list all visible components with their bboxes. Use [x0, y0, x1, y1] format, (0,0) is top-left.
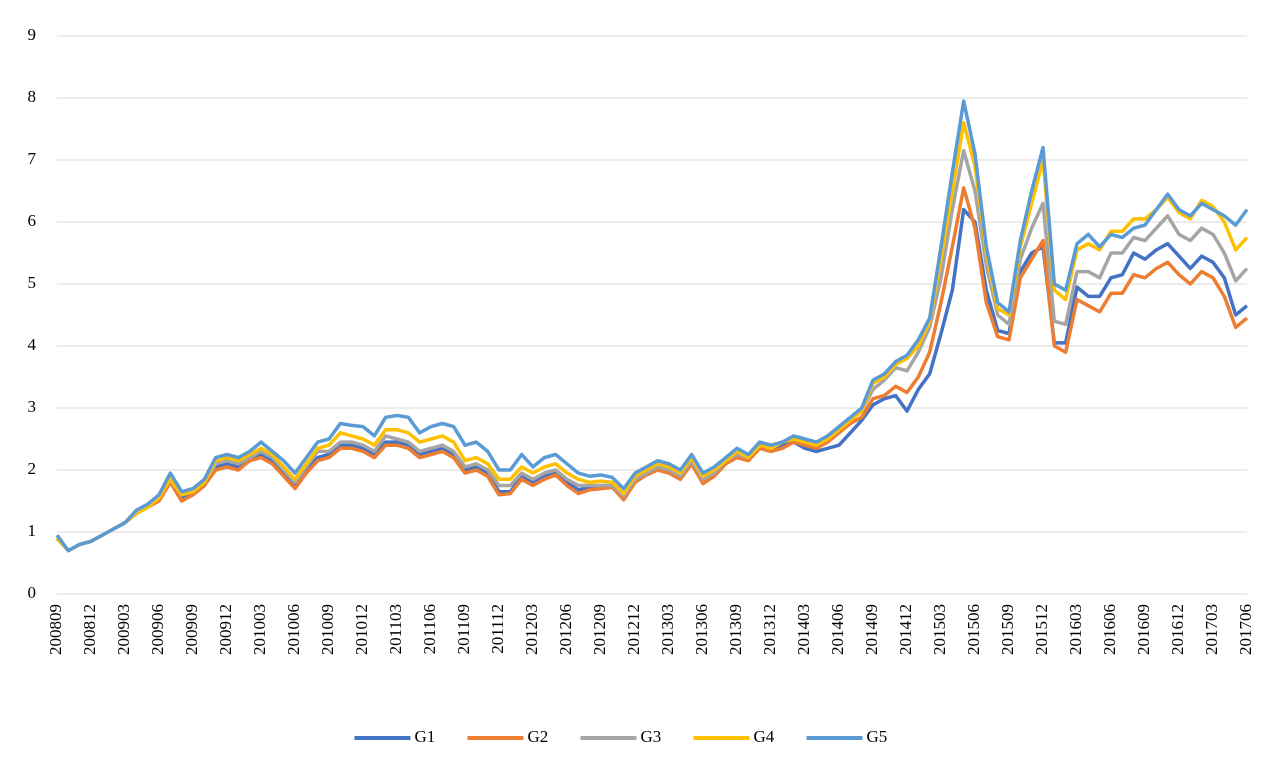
- x-tick-label: 201306: [692, 604, 711, 655]
- x-tick-label: 201009: [318, 604, 337, 655]
- x-tick-label: 201206: [556, 604, 575, 655]
- legend-label: G5: [867, 727, 888, 746]
- legend-label: G4: [754, 727, 775, 746]
- x-tick-label: 200812: [80, 604, 99, 655]
- x-tick-label: 200906: [148, 604, 167, 655]
- series-line: [55, 99, 1249, 553]
- x-tick-label: 201609: [1134, 604, 1153, 655]
- x-tick-label: 200909: [182, 604, 201, 655]
- x-tick-label: 201003: [250, 604, 269, 655]
- x-tick-label: 201512: [1032, 604, 1051, 655]
- x-tick-label: 201312: [760, 604, 779, 655]
- x-tick-label: 201012: [352, 604, 371, 655]
- x-tick-label: 200912: [216, 604, 235, 655]
- x-tick-label: 201506: [964, 604, 983, 655]
- y-tick-label: 9: [28, 25, 37, 44]
- y-tick-label: 3: [28, 397, 37, 416]
- x-tick-label: 201212: [624, 604, 643, 655]
- y-tick-label: 2: [28, 459, 37, 478]
- x-tick-label: 200903: [114, 604, 133, 655]
- series-line: [55, 207, 1249, 553]
- x-tick-label: 201209: [590, 604, 609, 655]
- series-line: [55, 186, 1249, 553]
- x-tick-label: 201203: [522, 604, 541, 655]
- x-tick-label: 201303: [658, 604, 677, 655]
- x-tick-label: 201403: [794, 604, 813, 655]
- x-tick-label: 201409: [862, 604, 881, 655]
- x-tick-label: 201406: [828, 604, 847, 655]
- x-tick-label: 201109: [454, 604, 473, 654]
- legend-label: G3: [641, 727, 662, 746]
- x-tick-label: 201103: [386, 604, 405, 654]
- x-tick-label: 201309: [726, 604, 745, 655]
- y-tick-label: 4: [28, 335, 37, 354]
- x-tick-label: 201612: [1168, 604, 1187, 655]
- x-tick-label: 201703: [1202, 604, 1221, 655]
- x-tick-label: 201509: [998, 604, 1017, 655]
- x-tick-label: 201006: [284, 604, 303, 655]
- x-tick-label: 201606: [1100, 604, 1119, 655]
- x-tick-label: 201112: [488, 604, 507, 654]
- y-tick-label: 8: [28, 87, 37, 106]
- series-line: [55, 148, 1249, 553]
- y-tick-label: 1: [28, 521, 37, 540]
- legend-label: G1: [415, 727, 436, 746]
- legend-label: G2: [528, 727, 549, 746]
- y-tick-label: 0: [28, 583, 37, 602]
- x-tick-label: 201412: [896, 604, 915, 655]
- x-tick-label: 201603: [1066, 604, 1085, 655]
- x-tick-label: 200809: [46, 604, 65, 655]
- x-tick-label: 201706: [1236, 604, 1255, 655]
- y-tick-label: 7: [28, 149, 37, 168]
- y-tick-label: 6: [28, 211, 37, 230]
- x-tick-label: 201106: [420, 604, 439, 654]
- x-tick-label: 201503: [930, 604, 949, 655]
- y-tick-label: 5: [28, 273, 37, 292]
